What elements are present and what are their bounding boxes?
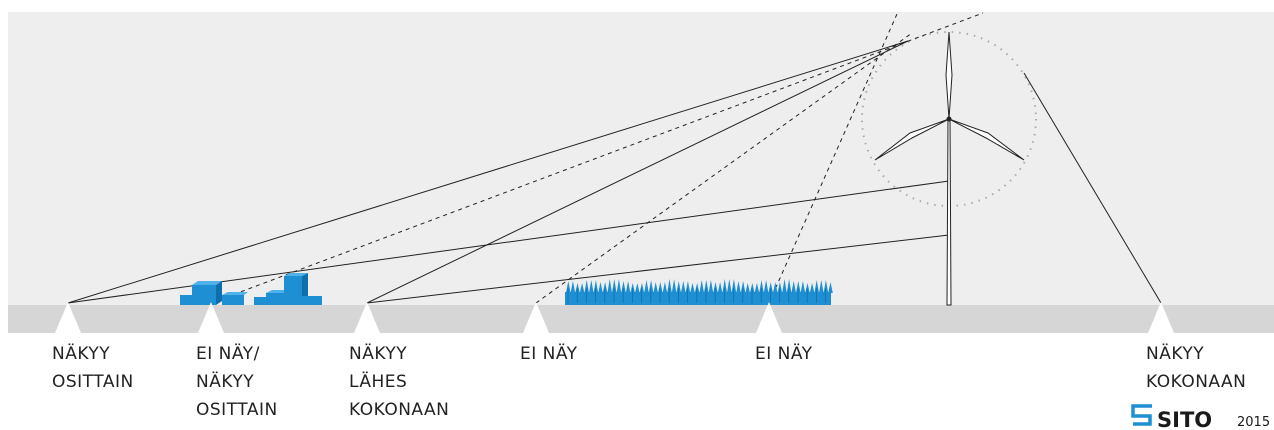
tree xyxy=(644,280,649,293)
observer-label-obs2: EI NÄY/ NÄKYY OSITTAIN xyxy=(196,343,278,420)
tree xyxy=(653,282,658,293)
sight-line xyxy=(366,40,909,304)
tree xyxy=(704,280,709,293)
tree xyxy=(777,282,783,293)
sito-logo: SITO 2015 xyxy=(1131,404,1270,430)
tree xyxy=(671,279,677,293)
tree xyxy=(616,279,622,293)
sight-line-dashed xyxy=(210,12,984,304)
observer-label-obs6: NÄKYY KOKONAAN xyxy=(1146,343,1246,392)
observer-markers xyxy=(55,302,1174,333)
tree xyxy=(658,282,663,293)
sight-line xyxy=(366,234,950,304)
tree xyxy=(708,280,714,293)
tree xyxy=(699,280,704,293)
tree xyxy=(809,283,815,293)
tree xyxy=(823,280,829,293)
tree xyxy=(717,282,723,293)
ground-strip xyxy=(8,305,1274,333)
observer-marker xyxy=(55,302,81,333)
tree xyxy=(570,281,576,293)
sight-lines-solid xyxy=(67,40,1162,304)
observer-labels: NÄKYY OSITTAIN EI NÄY/ NÄKYY OSITTAIN NÄ… xyxy=(52,343,1246,420)
tree xyxy=(722,279,727,293)
turbine-blade xyxy=(948,118,1025,161)
tree xyxy=(786,279,792,293)
observer-marker xyxy=(756,302,782,333)
observer-marker xyxy=(523,302,549,333)
sight-line xyxy=(67,40,909,304)
tree xyxy=(602,282,608,293)
tree xyxy=(727,279,732,293)
sky-background xyxy=(8,12,1274,305)
tree xyxy=(740,281,746,293)
tree xyxy=(796,281,801,293)
tree xyxy=(759,280,764,293)
tree xyxy=(685,281,691,293)
tree xyxy=(584,280,589,293)
sito-logo-icon xyxy=(1131,404,1152,426)
tree xyxy=(819,280,824,293)
observer-label-obs4: EI NÄY xyxy=(520,343,578,364)
forest-obstacle xyxy=(565,279,833,305)
wind-turbine xyxy=(874,31,1025,306)
tree xyxy=(662,282,668,293)
tree xyxy=(566,281,571,293)
sight-line-dashed xyxy=(535,32,913,304)
observer-marker xyxy=(198,302,224,333)
tree xyxy=(768,282,773,293)
tree xyxy=(612,279,617,293)
tree xyxy=(579,283,585,293)
turbine-tower xyxy=(946,118,952,306)
tree xyxy=(828,282,833,293)
tree xyxy=(607,279,612,293)
sight-lines-dashed xyxy=(210,12,984,304)
buildings-obstacle xyxy=(180,273,322,305)
tree xyxy=(648,280,654,293)
tree xyxy=(589,280,594,293)
tree xyxy=(625,281,631,293)
tree xyxy=(745,283,750,293)
turbine-blade xyxy=(874,118,950,161)
tree xyxy=(713,282,718,293)
observer-label-obs3: NÄKYY LÄHES KOKONAAN xyxy=(349,343,449,420)
tree xyxy=(754,283,760,293)
tree xyxy=(773,282,778,293)
sito-logo-text: SITO xyxy=(1157,408,1212,430)
turbine-blade xyxy=(945,31,953,120)
turbine-hub xyxy=(946,116,952,122)
sight-line xyxy=(1023,72,1162,304)
tree xyxy=(814,280,819,293)
tree xyxy=(681,281,686,293)
observer-label-obs5: EI NÄY xyxy=(755,343,813,364)
tree xyxy=(598,282,603,293)
tree xyxy=(621,281,626,293)
tree xyxy=(731,279,737,293)
tree xyxy=(791,281,796,293)
tree xyxy=(800,281,806,293)
observer-marker xyxy=(354,302,380,333)
tree xyxy=(763,280,769,293)
tree xyxy=(593,280,599,293)
tree xyxy=(667,279,672,293)
observer-label-obs1: NÄKYY OSITTAIN xyxy=(52,343,134,392)
tree xyxy=(782,279,787,293)
logo-year: 2015 xyxy=(1237,415,1270,430)
observer-marker xyxy=(1148,302,1174,333)
tree xyxy=(635,283,640,293)
tree xyxy=(690,283,695,293)
tree xyxy=(676,281,681,293)
tree xyxy=(736,281,741,293)
